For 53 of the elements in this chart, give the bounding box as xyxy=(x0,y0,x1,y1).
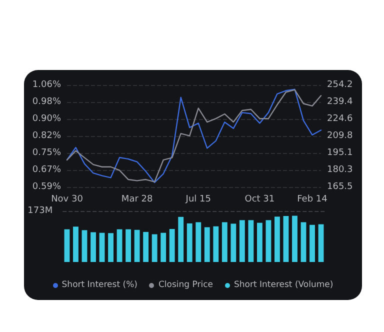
y-tick-label: 0.98% xyxy=(32,96,62,107)
y-tick-label: 0.75% xyxy=(32,148,62,158)
x-tick-label: Feb 14 xyxy=(297,194,328,204)
bar xyxy=(152,234,158,262)
y2-tick-label: 224.6 xyxy=(327,114,354,124)
bar xyxy=(134,230,140,262)
y-tick-label: 0.90% xyxy=(32,114,62,124)
bar xyxy=(222,222,228,262)
bar xyxy=(82,230,88,262)
y-tick-label: 0.59% xyxy=(32,182,62,192)
y2-tick-label: 239.4 xyxy=(327,97,354,108)
y2-tick-label: 254.2 xyxy=(327,80,353,90)
bar xyxy=(283,216,289,262)
bar xyxy=(169,228,175,262)
bar xyxy=(213,226,219,262)
bar xyxy=(99,232,105,262)
x-tick-label: Nov 30 xyxy=(51,194,84,204)
x-tick-label: Mar 28 xyxy=(121,194,153,204)
y2-tick-label: 165.5 xyxy=(327,182,353,192)
bar xyxy=(266,220,272,262)
bar xyxy=(300,222,306,262)
bar xyxy=(239,220,245,262)
bar xyxy=(196,222,202,262)
bar xyxy=(248,220,254,262)
bar xyxy=(178,216,184,262)
bar xyxy=(64,229,70,262)
bar xyxy=(90,232,96,262)
legend-label: Closing Price xyxy=(158,280,213,290)
bar xyxy=(274,216,280,262)
x-tick-label: Oct 31 xyxy=(244,194,275,204)
bar xyxy=(108,233,114,262)
y-tick-label: 0.82% xyxy=(32,131,62,141)
y2-tick-label: 180.3 xyxy=(327,164,353,175)
bar xyxy=(116,229,122,262)
y-tick-label: 0.67% xyxy=(32,165,62,176)
bar xyxy=(160,232,166,262)
bar xyxy=(186,223,192,262)
bar xyxy=(73,226,78,262)
bar xyxy=(230,224,236,262)
bar xyxy=(126,229,132,262)
bar xyxy=(318,224,324,262)
y-tick-label: 1.06% xyxy=(32,80,62,90)
bar xyxy=(292,216,298,262)
y2-tick-label: 195.1 xyxy=(327,148,353,158)
legend-label: Short Interest (Volume) xyxy=(234,280,334,290)
legend-label: Short Interest (%) xyxy=(62,280,138,290)
y2-tick-label: 209.8 xyxy=(327,131,354,142)
y-tick-label: 173M xyxy=(28,206,53,216)
bar xyxy=(143,232,149,262)
bar xyxy=(256,222,262,262)
bar xyxy=(204,227,210,262)
bar xyxy=(310,224,315,262)
x-tick-label: Jul 15 xyxy=(184,194,211,204)
